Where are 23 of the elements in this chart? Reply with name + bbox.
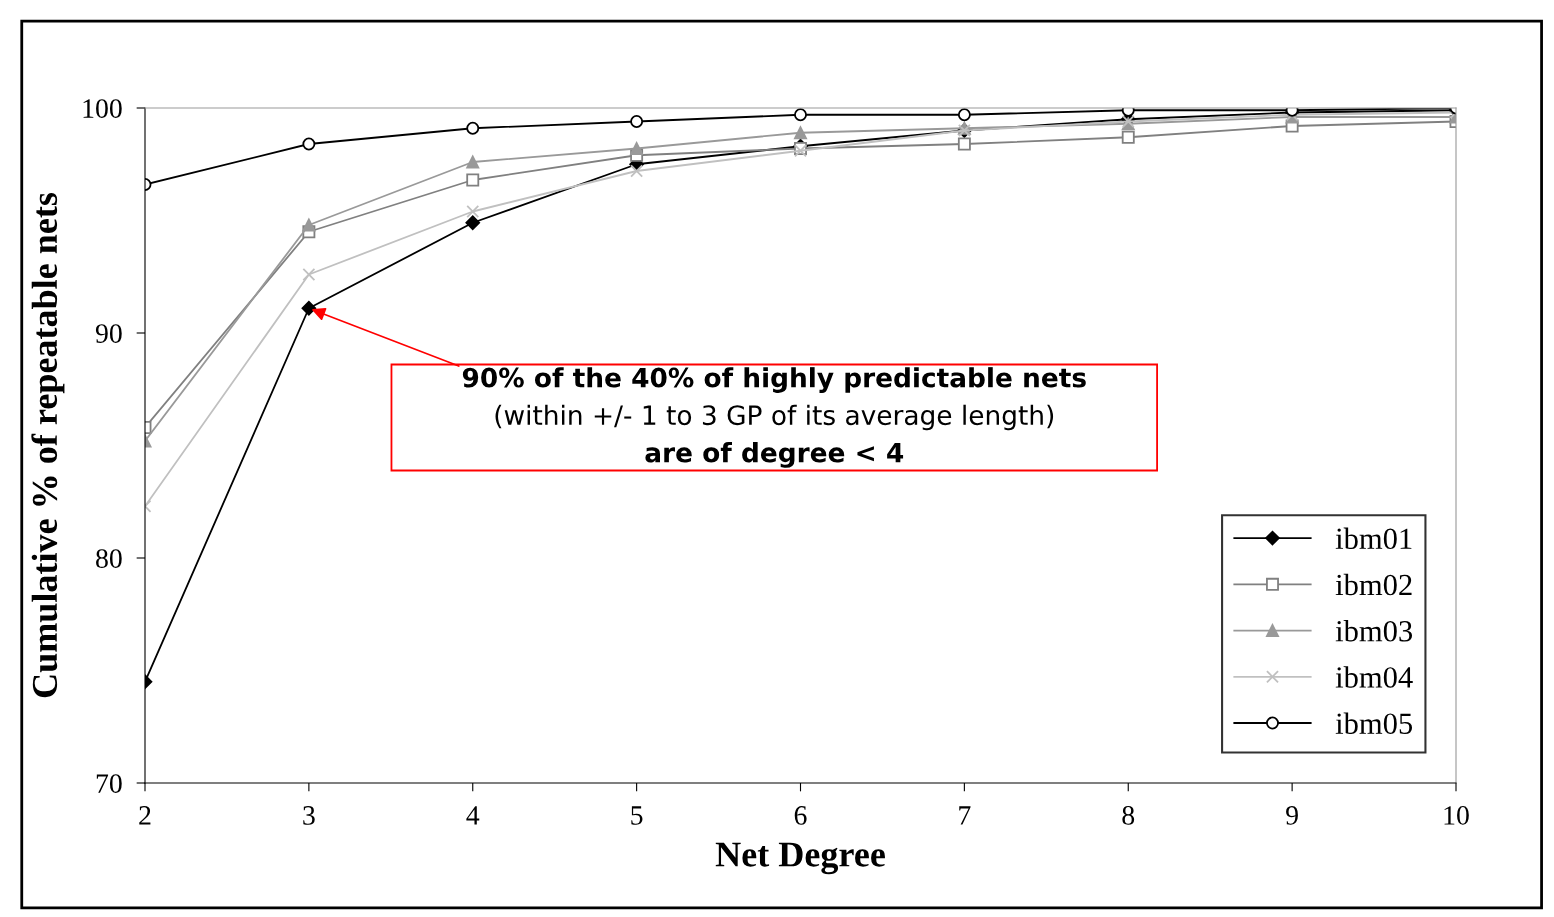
legend-label: ibm01 (1335, 527, 1412, 550)
x-tick-label: 6 (794, 806, 807, 825)
x-tick-label: 7 (959, 806, 971, 825)
annotation: are of degree < 4 (645, 442, 904, 468)
x-tick-label: 8 (1122, 806, 1135, 825)
x-tick-label: 5 (631, 806, 643, 825)
x-tick-label: 3 (303, 806, 315, 825)
x-axis-title: Net Degree (715, 842, 885, 875)
y-tick-label: 90 (95, 324, 122, 343)
legend-label: ibm05 (1335, 712, 1413, 735)
legend-label: ibm04 (1335, 666, 1413, 688)
y-tick-label: 70 (96, 774, 122, 793)
x-tick-label: 9 (1286, 806, 1298, 825)
legend-label: ibm02 (1335, 573, 1412, 596)
x-tick-label: 10 (1444, 806, 1469, 825)
y-axis-title: Cumulative % of repeatable nets (31, 192, 65, 698)
annotation: 90% of the 40% of highly predictable nets (462, 367, 1086, 393)
legend-label: ibm03 (1335, 620, 1413, 642)
y-tick-label: 100 (83, 99, 122, 118)
y-tick-label: 80 (96, 549, 122, 568)
annotation: (within +/- 1 to 3 GP of its average length) (495, 404, 1054, 431)
x-tick-label: 4 (466, 806, 480, 825)
x-tick-label: 2 (139, 806, 151, 825)
